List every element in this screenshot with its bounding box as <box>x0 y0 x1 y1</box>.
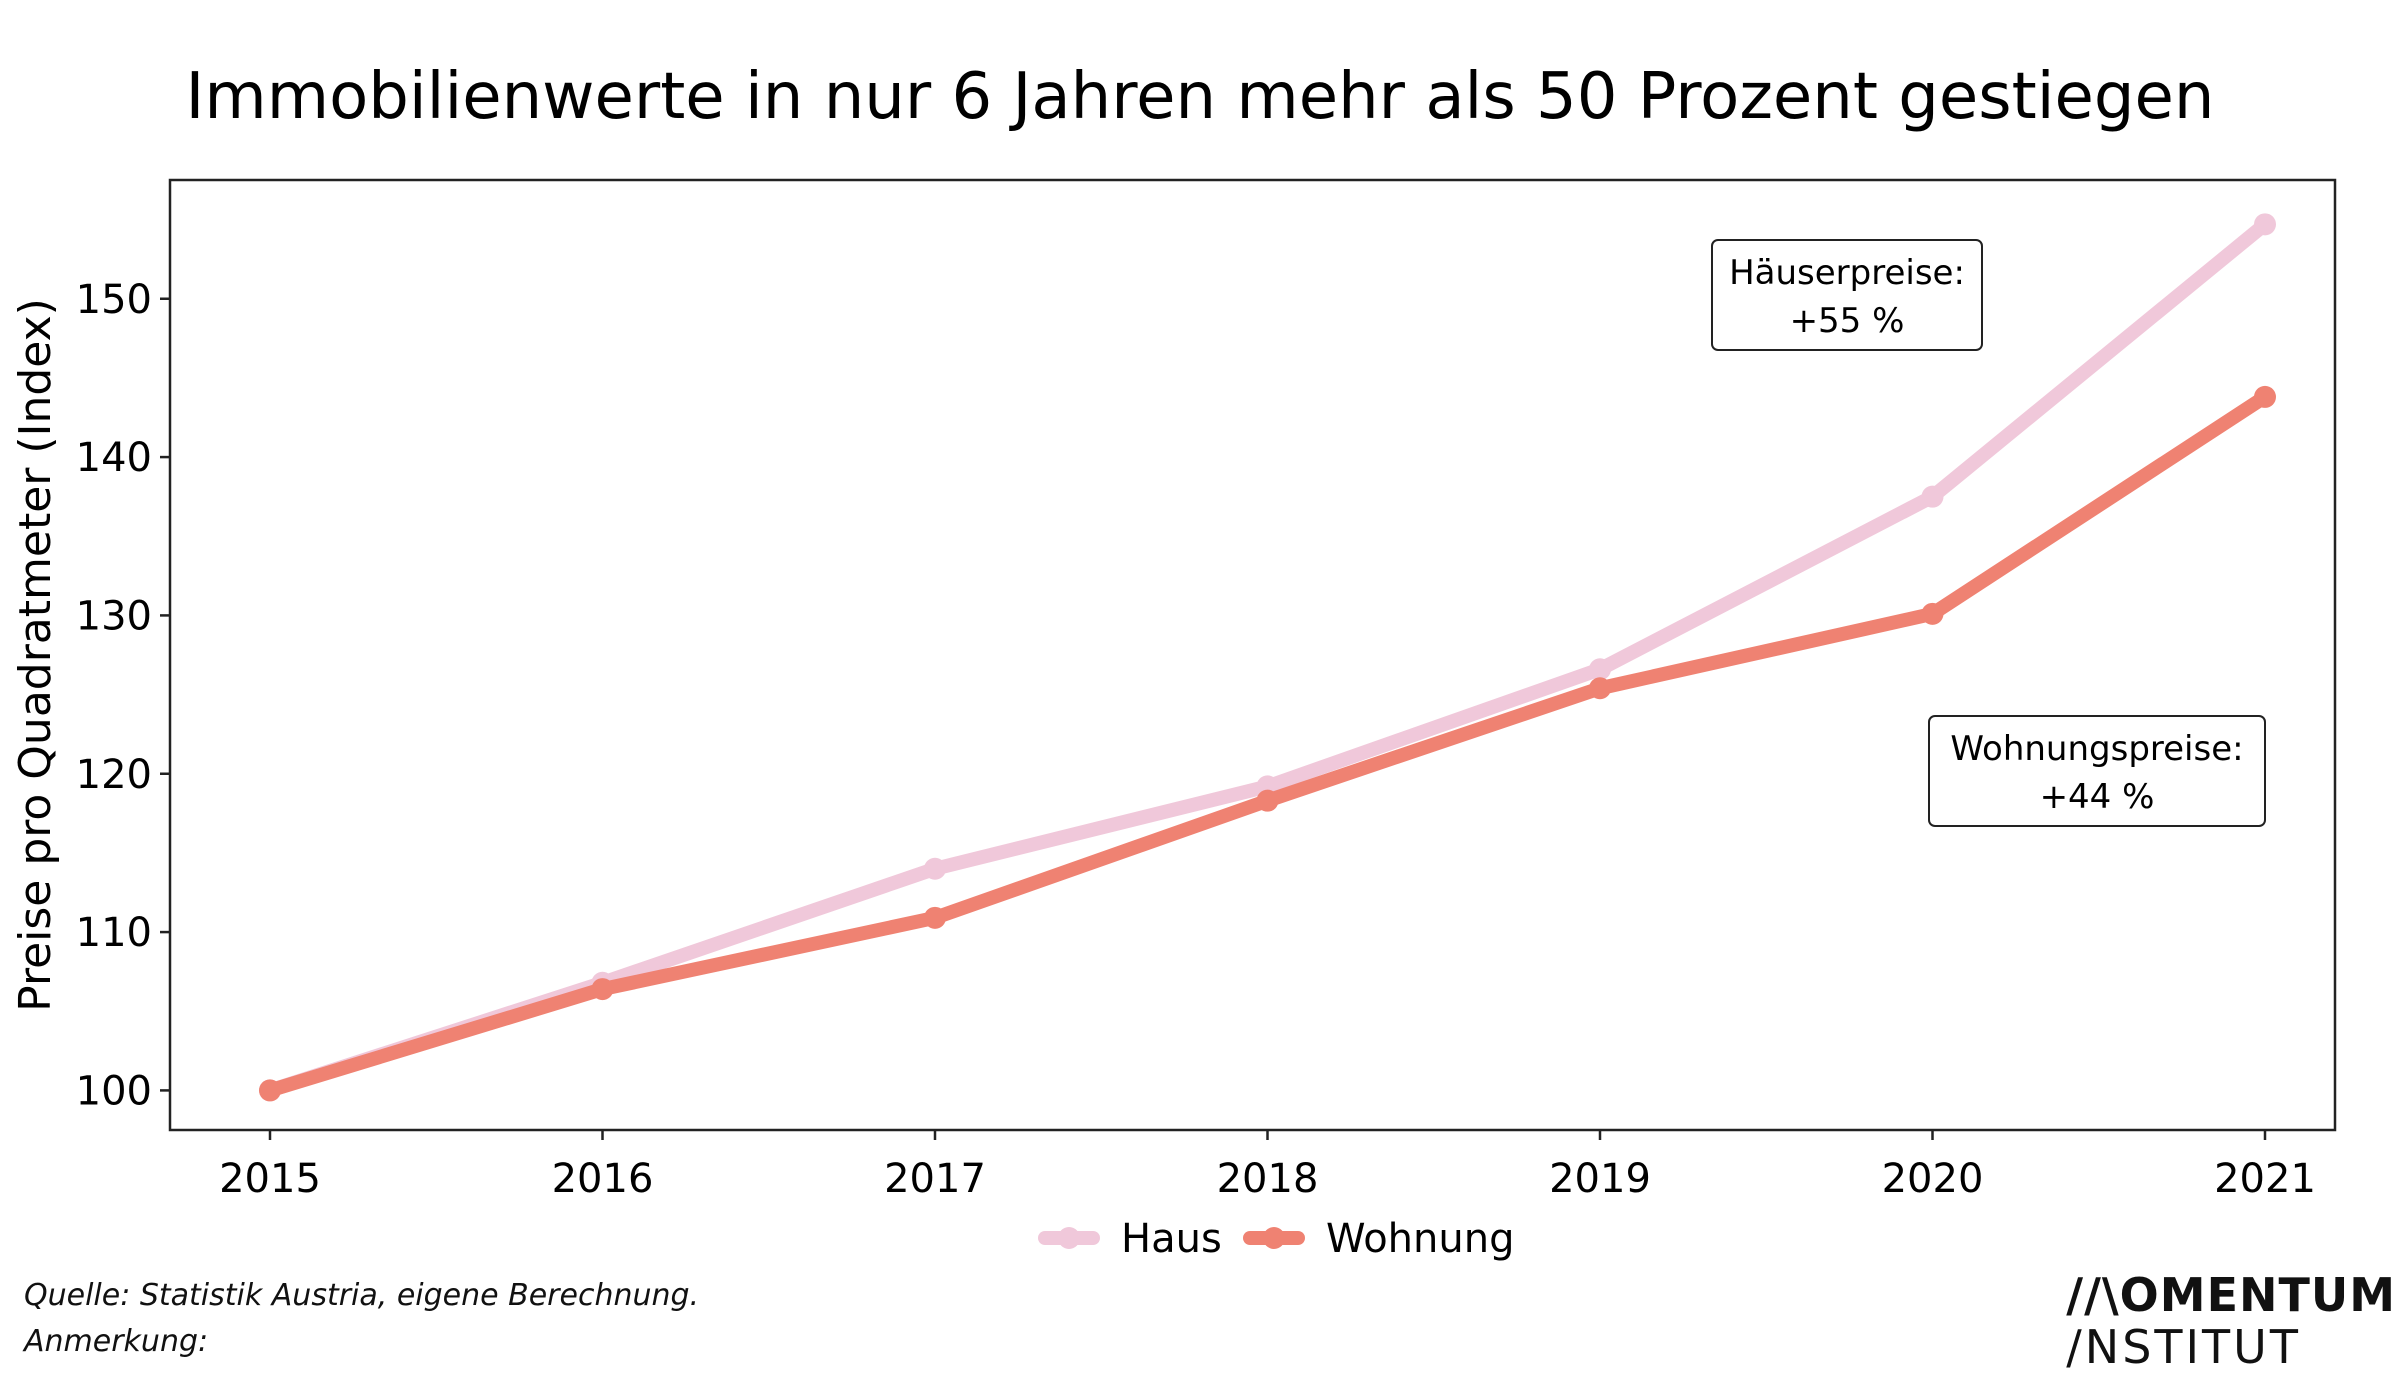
data-point-haus <box>2254 213 2276 236</box>
x-tick-label: 2016 <box>552 1156 654 1202</box>
data-point-haus <box>1921 485 1944 508</box>
source-note: Quelle: Statistik Austria, eigene Berech… <box>24 1278 700 1313</box>
legend-label-wohnung: Wohnung <box>1326 1216 1514 1262</box>
y-tick-label: 100 <box>76 1068 152 1114</box>
data-point-wohnung <box>259 1079 281 1102</box>
annotation-text: Häuserpreise: <box>1729 253 1965 293</box>
logo-line-2: /NSTITUT <box>2066 1320 2301 1374</box>
y-tick-label: 120 <box>76 752 152 798</box>
remark-note: Anmerkung: <box>24 1324 209 1359</box>
series-layer <box>259 213 2276 1102</box>
data-point-wohnung <box>2254 385 2276 408</box>
series-line-haus <box>263 217 2272 1098</box>
x-tick-label: 2017 <box>884 1156 986 1202</box>
logo-line-1: //\OMENTUM <box>2066 1268 2396 1322</box>
legend: Haus Wohnung <box>1038 1216 1514 1262</box>
x-tick-label: 2019 <box>1549 1156 1651 1202</box>
chart-title: Immobilienwerte in nur 6 Jahren mehr als… <box>186 60 2215 134</box>
data-point-wohnung <box>1256 789 1279 812</box>
y-tick-label: 140 <box>76 435 152 481</box>
legend-label-haus: Haus <box>1121 1216 1222 1262</box>
data-point-wohnung <box>1589 677 1611 700</box>
annotation-text: +44 % <box>2040 777 2155 817</box>
annotation-layer: Häuserpreise: +55 % Wohnungspreise: +44 % <box>1711 239 2266 827</box>
x-tick-label: 2015 <box>219 1156 321 1202</box>
annotation-text: Wohnungspreise: <box>1950 729 2243 769</box>
x-tick-label: 2018 <box>1217 1156 1319 1202</box>
x-tick-label: 2020 <box>1882 1156 1984 1202</box>
data-point-wohnung <box>924 906 946 929</box>
y-tick-label: 150 <box>76 277 152 323</box>
data-point-haus <box>924 857 946 880</box>
data-point-wohnung <box>1921 602 1944 625</box>
annotation-box <box>1711 239 1983 351</box>
y-axis: 100 110 120 130 140 150 <box>76 277 170 1114</box>
y-axis-label: Preise pro Quadratmeter (Index) <box>10 298 61 1012</box>
x-axis: 2015 2016 2017 2018 2019 2020 2021 <box>219 1130 2316 1202</box>
data-point-wohnung <box>591 978 614 1001</box>
y-tick-label: 110 <box>76 910 152 956</box>
x-tick-label: 2021 <box>2214 1156 2316 1202</box>
plot-frame <box>168 178 2337 1132</box>
momentum-institut-logo: //\OMENTUM /NSTITUT <box>2066 1272 2396 1370</box>
annotation-text: +55 % <box>1790 301 1905 341</box>
y-tick-label: 130 <box>76 593 152 639</box>
annotation-box <box>1928 715 2266 827</box>
legend-marker-haus <box>1058 1227 1080 1249</box>
legend-marker-wohnung <box>1263 1227 1285 1249</box>
data-point-haus <box>1589 658 1611 681</box>
